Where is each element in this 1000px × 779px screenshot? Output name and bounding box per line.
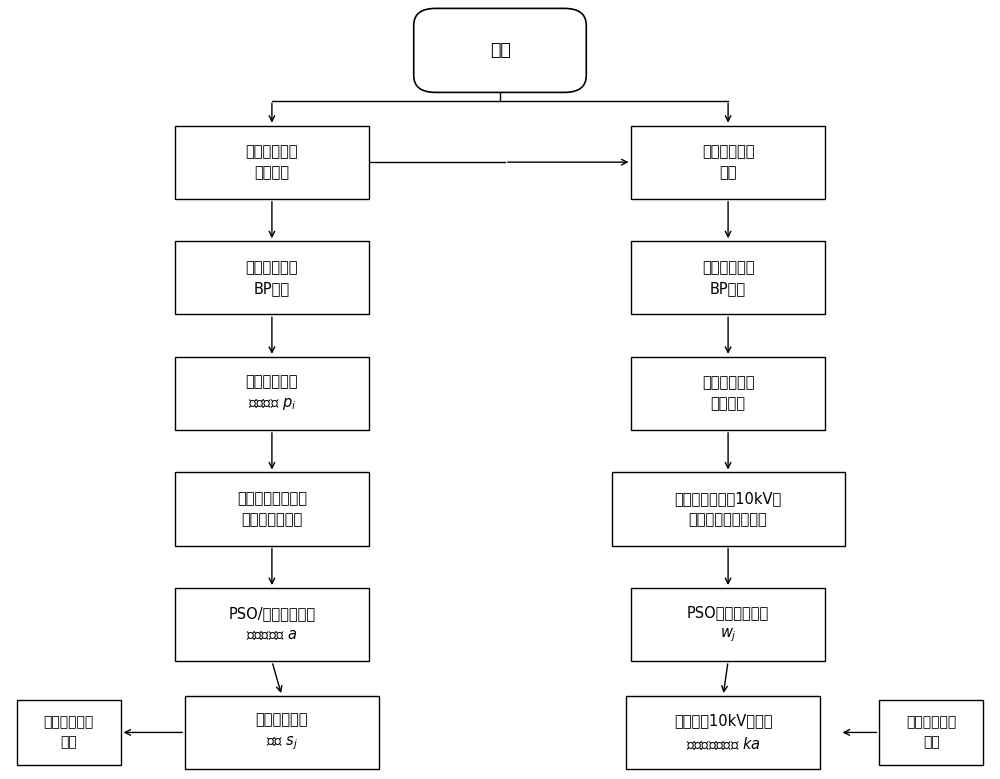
Text: 读取电力用户
用电信息: 读取电力用户 用电信息 bbox=[246, 144, 298, 180]
FancyBboxPatch shape bbox=[175, 125, 369, 199]
Text: 读取台区负荷
信息: 读取台区负荷 信息 bbox=[702, 144, 754, 180]
Text: 得台区初步负
荷预测值: 得台区初步负 荷预测值 bbox=[702, 375, 754, 411]
FancyBboxPatch shape bbox=[631, 357, 825, 430]
Text: 选取相似日，
BP训练: 选取相似日， BP训练 bbox=[246, 259, 298, 296]
Text: 求和，得10kV出线开
关侧负荷预测值 $ka$: 求和，得10kV出线开 关侧负荷预测值 $ka$ bbox=[674, 713, 772, 752]
FancyBboxPatch shape bbox=[17, 700, 121, 765]
Text: 供分析，调度
参考: 供分析，调度 参考 bbox=[906, 716, 957, 749]
FancyBboxPatch shape bbox=[631, 125, 825, 199]
Text: 基于拓扑，各台区
下负荷预测求和: 基于拓扑，各台区 下负荷预测求和 bbox=[237, 491, 307, 527]
FancyBboxPatch shape bbox=[879, 700, 983, 765]
FancyBboxPatch shape bbox=[631, 241, 825, 315]
FancyBboxPatch shape bbox=[612, 472, 845, 545]
Text: 选取相似日，
BP训练: 选取相似日， BP训练 bbox=[702, 259, 754, 296]
Text: 供分析，调度
参考: 供分析，调度 参考 bbox=[44, 716, 94, 749]
Text: 得用户初步负
荷预测值 $p_i$: 得用户初步负 荷预测值 $p_i$ bbox=[246, 375, 298, 412]
Text: PSO/波形系数法优
化加权系数 $a$: PSO/波形系数法优 化加权系数 $a$ bbox=[228, 607, 315, 643]
FancyBboxPatch shape bbox=[175, 241, 369, 315]
Text: 基于拓扑，分配10kV下
各台区加权系数初值: 基于拓扑，分配10kV下 各台区加权系数初值 bbox=[674, 491, 782, 527]
FancyBboxPatch shape bbox=[175, 357, 369, 430]
FancyBboxPatch shape bbox=[175, 588, 369, 661]
Text: PSO优化加权系数
$w_j$: PSO优化加权系数 $w_j$ bbox=[687, 605, 769, 644]
FancyBboxPatch shape bbox=[626, 696, 820, 769]
FancyBboxPatch shape bbox=[631, 588, 825, 661]
FancyBboxPatch shape bbox=[414, 9, 586, 93]
Text: 开始: 开始 bbox=[490, 41, 510, 59]
FancyBboxPatch shape bbox=[185, 696, 379, 769]
FancyBboxPatch shape bbox=[175, 472, 369, 545]
Text: 得台区负荷预
测值 $s_j$: 得台区负荷预 测值 $s_j$ bbox=[256, 713, 308, 753]
